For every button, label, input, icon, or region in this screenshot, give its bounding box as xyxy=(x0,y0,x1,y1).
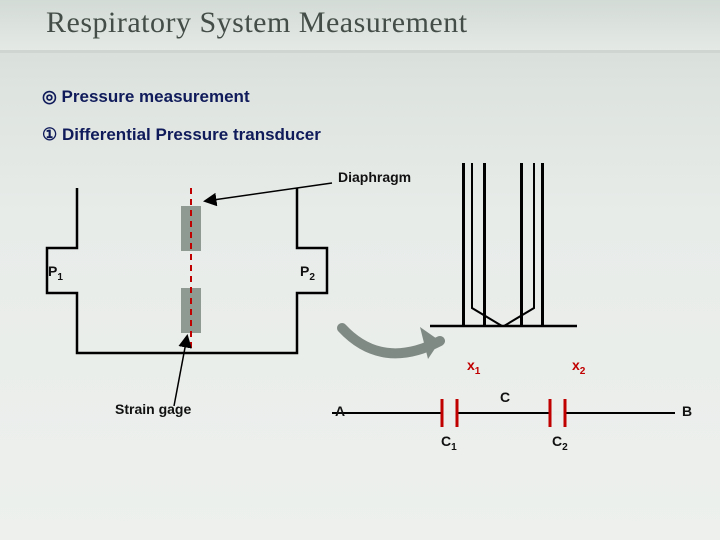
bullet-2: ① Differential Pressure transducer xyxy=(42,125,678,145)
bullet-1: ◎ Pressure measurement xyxy=(42,87,678,107)
inner-v-2 xyxy=(504,163,534,326)
label-c2: C2 xyxy=(552,433,568,453)
diagram-svg xyxy=(42,163,702,483)
plate-2 xyxy=(483,163,486,326)
label-x2: x2 xyxy=(572,357,585,377)
label-c: C xyxy=(500,389,510,405)
curved-arrow-head xyxy=(420,327,440,359)
inner-v-1 xyxy=(472,163,502,326)
strain-arrow xyxy=(174,337,187,406)
slide-title-bar: Respiratory System Measurement xyxy=(0,0,720,53)
plate-3 xyxy=(520,163,523,326)
diaphragm-arrow xyxy=(206,183,332,201)
diagram: Diaphragm Strain gage P1 P2 x1 x2 A B C … xyxy=(42,163,682,483)
slide-title: Respiratory System Measurement xyxy=(46,6,720,40)
plate-4 xyxy=(541,163,544,326)
label-diaphragm: Diaphragm xyxy=(338,169,411,185)
label-x1: x1 xyxy=(467,357,480,377)
label-c1: C1 xyxy=(441,433,457,453)
plate-1 xyxy=(462,163,465,326)
slide-body: ◎ Pressure measurement ① Differential Pr… xyxy=(0,53,720,483)
label-b: B xyxy=(682,403,692,419)
label-a: A xyxy=(335,403,345,419)
label-strain-gage: Strain gage xyxy=(115,401,191,417)
label-p1: P1 xyxy=(48,263,63,283)
label-p2: P2 xyxy=(300,263,315,283)
